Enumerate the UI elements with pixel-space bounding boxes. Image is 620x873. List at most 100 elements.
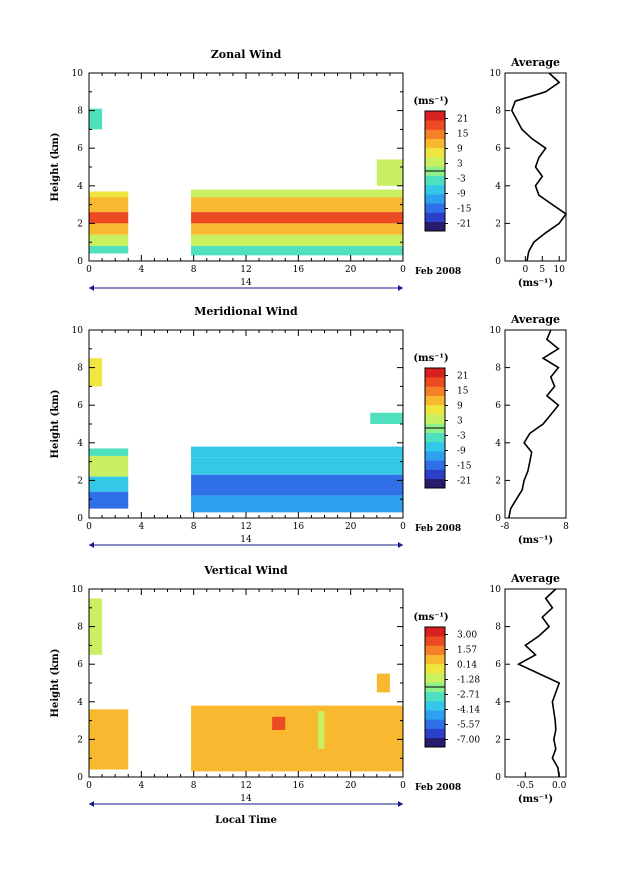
- y-tick-label: 6: [77, 144, 83, 154]
- date-month-label: Feb 2008: [415, 524, 461, 534]
- colorbar-swatch: [425, 138, 445, 149]
- x-tick-label: 8: [191, 265, 197, 275]
- colorbar-tick-label: -5.57: [457, 721, 480, 731]
- colorbar-swatch: [425, 194, 445, 204]
- average-x-label: (ms⁻¹): [518, 535, 553, 546]
- colorbar-tick-label: 15: [457, 130, 469, 140]
- average-profile-line: [516, 588, 561, 778]
- average-profile-line: [510, 72, 568, 262]
- heatmap-cell: [191, 212, 403, 224]
- heatmap-cell: [376, 673, 390, 693]
- date-axis-arrow-left: [89, 801, 94, 807]
- average-x-label: (ms⁻¹): [518, 794, 553, 805]
- colorbar-swatch: [425, 203, 445, 213]
- colorbar-swatch: [425, 663, 445, 674]
- average-x-tick-label: 0.0: [552, 781, 567, 791]
- average-y-tick-label: 4: [495, 439, 501, 449]
- x-tick-label: 0: [86, 522, 92, 532]
- colorbar-tick-label: -2.71: [457, 691, 480, 701]
- average-y-tick-label: 2: [495, 735, 501, 745]
- heatmap-cell: [89, 234, 129, 246]
- colorbar-units: (ms⁻¹): [413, 612, 448, 623]
- heatmap-cell: [89, 358, 103, 387]
- colorbar-swatch: [425, 175, 445, 186]
- colorbar-tick-label: -9: [457, 447, 466, 457]
- x-tick-label: 12: [240, 522, 251, 532]
- y-tick-label: 10: [72, 585, 84, 595]
- average-y-tick-label: 4: [495, 698, 501, 708]
- y-tick-label: 2: [77, 219, 83, 229]
- panel-title: Vertical Wind: [203, 564, 288, 577]
- average-title: Average: [510, 572, 560, 585]
- colorbar-tick-label: -7.00: [457, 736, 480, 746]
- colorbar-swatch: [425, 441, 445, 452]
- colorbar-tick-label: 21: [457, 372, 468, 382]
- heatmap-cell: [89, 709, 129, 770]
- y-tick-label: 0: [77, 773, 83, 783]
- average-x-tick-label: 0: [522, 265, 528, 275]
- colorbar-swatch: [425, 673, 445, 683]
- panel-title: Meridional Wind: [194, 305, 298, 318]
- y-tick-label: 6: [77, 401, 83, 411]
- y-axis-label: Height (km): [50, 390, 61, 459]
- colorbar-swatch: [425, 728, 445, 739]
- colorbar-swatch: [425, 645, 445, 655]
- average-y-tick-label: 10: [490, 326, 502, 336]
- y-tick-label: 8: [77, 623, 83, 633]
- x-tick-label: 12: [240, 781, 251, 791]
- x-tick-label: 8: [191, 522, 197, 532]
- average-x-label: (ms⁻¹): [518, 278, 553, 289]
- average-frame: [504, 329, 567, 519]
- colorbar-swatch: [425, 432, 445, 443]
- heatmap-cell: [191, 495, 403, 513]
- x-tick-label: 0: [86, 781, 92, 791]
- colorbar-units: (ms⁻¹): [413, 96, 448, 107]
- average-y-tick-label: 8: [495, 107, 501, 117]
- colorbar-tick-label: 3: [457, 417, 463, 427]
- colorbar-swatch: [425, 221, 445, 232]
- average-y-tick-label: 6: [495, 660, 501, 670]
- colorbar-tick-label: 21: [457, 115, 468, 125]
- average-x-tick-label: 10: [553, 265, 565, 275]
- heatmap-cell: [89, 455, 129, 477]
- colorbar-swatch: [425, 414, 445, 424]
- x-tick-label: 0: [400, 781, 406, 791]
- heatmap-cell: [89, 197, 129, 213]
- date-axis-arrow-left: [89, 285, 94, 291]
- date-day-label: 14: [240, 278, 252, 288]
- colorbar-units: (ms⁻¹): [413, 353, 448, 364]
- average-frame: [504, 72, 567, 262]
- colorbar-swatch: [425, 654, 445, 665]
- colorbar-swatch: [425, 460, 445, 470]
- heatmap-cell: [89, 448, 129, 456]
- colorbar-swatch: [425, 147, 445, 158]
- colorbar-tick-label: 0.14: [457, 661, 477, 671]
- average-y-tick-label: 8: [495, 364, 501, 374]
- colorbar-swatch: [425, 129, 445, 139]
- x-tick-label: 20: [345, 265, 357, 275]
- x-axis-label: Local Time: [215, 815, 277, 826]
- average-title: Average: [510, 313, 560, 326]
- colorbar-tick-label: 1.57: [457, 646, 477, 656]
- colorbar-swatch: [425, 469, 445, 480]
- x-tick-label: 12: [240, 265, 251, 275]
- y-axis-label: Height (km): [50, 133, 61, 202]
- average-title: Average: [510, 56, 560, 69]
- heatmap-cell: [89, 491, 129, 509]
- colorbar-swatch: [425, 478, 445, 489]
- y-tick-label: 4: [77, 439, 83, 449]
- colorbar-tick-label: 3.00: [457, 631, 477, 641]
- x-tick-label: 16: [293, 265, 305, 275]
- y-tick-label: 4: [77, 182, 83, 192]
- date-month-label: Feb 2008: [415, 783, 461, 793]
- x-tick-label: 4: [138, 781, 144, 791]
- average-y-tick-label: 0: [495, 773, 501, 783]
- colorbar-tick-label: 9: [457, 402, 463, 412]
- colorbar-swatch: [425, 451, 445, 461]
- average-y-tick-label: 6: [495, 144, 501, 154]
- average-profile-line: [508, 329, 560, 519]
- heatmap-cell: [89, 476, 129, 492]
- y-tick-label: 10: [72, 326, 84, 336]
- colorbar-swatch: [425, 627, 445, 637]
- heatmap-cell: [191, 705, 403, 772]
